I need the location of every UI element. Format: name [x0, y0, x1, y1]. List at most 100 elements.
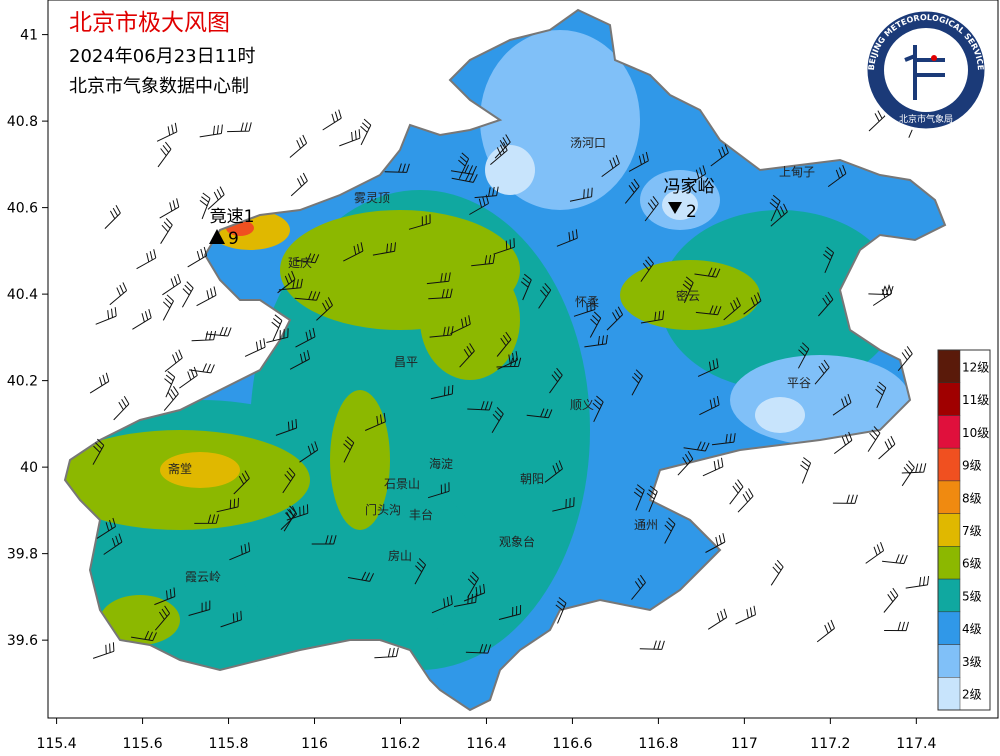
wind-barb	[360, 118, 372, 146]
y-tick-label: 40.4	[7, 287, 38, 303]
legend-frame	[937, 349, 991, 711]
place-label: 霞云岭	[185, 570, 221, 584]
legend-swatch	[937, 578, 961, 613]
wind-barb	[735, 605, 756, 625]
wind-barb	[705, 533, 726, 553]
place-label: 怀柔	[575, 295, 599, 309]
legend-label: 10级	[962, 426, 989, 440]
x-tick-label: 116.8	[638, 736, 678, 752]
wind-barb	[497, 351, 518, 370]
wind-barb	[601, 155, 620, 178]
wind-barb	[96, 517, 116, 539]
wind-barb	[897, 346, 913, 372]
wind-barb	[205, 326, 232, 337]
legend-label: 11级	[962, 393, 989, 407]
place-label: 顺义	[570, 398, 594, 412]
title: 北京市极大风图	[69, 10, 230, 36]
wind-barb	[469, 194, 489, 215]
wind-barb	[901, 463, 927, 474]
x-tick-label: 116.2	[380, 736, 420, 752]
wind-barb	[104, 205, 121, 229]
wind-barb	[631, 369, 643, 396]
wind-barb	[490, 141, 508, 165]
wind-barb	[408, 214, 431, 230]
wind-barb	[702, 457, 724, 477]
wind-barb	[589, 311, 602, 338]
wind-barb	[294, 290, 321, 301]
legend-swatch	[937, 382, 961, 416]
wind-barb	[164, 349, 183, 372]
wind-barb	[374, 647, 399, 659]
place-label: 通州	[634, 518, 658, 532]
wind-barb	[872, 284, 893, 306]
wind-barb	[450, 315, 471, 335]
wind-barb	[227, 122, 252, 133]
y-tick-label: 40.2	[7, 374, 38, 390]
wind-barb	[160, 218, 173, 244]
wind-barb	[311, 535, 337, 545]
legend-swatch	[937, 546, 961, 580]
place-label: 丰台	[409, 507, 433, 522]
wind-barb	[179, 366, 198, 389]
legend-swatch	[937, 677, 961, 711]
wind-barb	[384, 163, 410, 173]
wind-barb	[289, 134, 308, 158]
wind-barb	[699, 396, 720, 416]
wind-barb	[103, 533, 123, 555]
wind-barb	[163, 386, 179, 411]
wind-barb	[474, 186, 499, 199]
wind-barbs	[89, 107, 930, 659]
wind-barb	[154, 605, 171, 631]
wind-barb	[695, 305, 722, 316]
wind-barb	[216, 497, 239, 513]
wind-barb	[339, 129, 361, 147]
place-label: 朝阳	[520, 472, 544, 486]
wind-barb	[711, 433, 736, 446]
wind-barb	[467, 571, 479, 598]
legend-label: 5级	[962, 589, 982, 603]
place-label: 雾灵顶	[354, 191, 390, 205]
wind-barb	[156, 122, 178, 142]
wind-barb	[372, 242, 396, 256]
wind-barb	[498, 604, 522, 620]
wind-barb	[544, 460, 563, 483]
wind-barb	[905, 575, 930, 589]
wind-barb	[266, 328, 289, 343]
wind-barb	[624, 178, 640, 204]
wind-barb	[343, 242, 364, 262]
wind-barb	[162, 273, 182, 296]
wind-barb	[865, 542, 885, 564]
wind-barb	[194, 514, 220, 524]
legend-swatch	[937, 447, 961, 482]
wind-barb	[882, 554, 908, 565]
wind-barb	[552, 497, 575, 512]
legend-swatch	[937, 480, 961, 514]
wind-barb	[113, 396, 130, 421]
wind-barb	[526, 408, 553, 419]
wind-barb	[427, 482, 450, 499]
legend-swatch	[937, 513, 961, 547]
wind-barb	[644, 196, 659, 222]
station-marker	[668, 202, 682, 214]
wind-barb	[832, 393, 852, 416]
wind-barb	[131, 630, 157, 642]
wind-barb	[640, 310, 665, 324]
wind-barb	[832, 494, 858, 504]
wind-barb	[220, 610, 242, 628]
wind-barb	[737, 488, 754, 513]
place-label: 斋堂	[168, 461, 192, 476]
place-label: 上甸子	[779, 165, 815, 179]
credit: 北京市气象数据中心制	[69, 76, 249, 97]
wind-barb	[901, 460, 915, 487]
wind-barb	[414, 558, 427, 585]
wind-barb	[429, 326, 454, 338]
wind-barb	[631, 574, 646, 600]
wind-barb	[883, 587, 899, 613]
wind-barb	[573, 300, 596, 317]
wind-barb	[196, 286, 217, 307]
wind-barb	[549, 367, 563, 394]
wind-barb	[233, 470, 250, 495]
wind-barb	[365, 412, 386, 431]
wind-barb	[191, 330, 217, 342]
legend-label: 3级	[962, 655, 982, 669]
